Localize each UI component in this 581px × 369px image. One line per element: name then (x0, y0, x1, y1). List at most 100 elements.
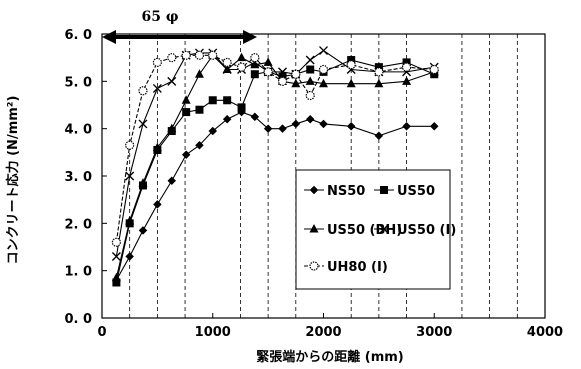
data-point (195, 140, 204, 150)
data-point (374, 63, 383, 72)
data-point (181, 95, 191, 104)
data-point (125, 140, 135, 150)
y-tick-label: 1. 0 (64, 265, 92, 280)
x-axis-title: 緊張端からの距離 (mm) (256, 349, 404, 365)
x-tick-label: 1000 (195, 325, 231, 340)
data-point (250, 112, 260, 122)
x-tick-labels: 0 1000 2000 3000 4000 (97, 325, 563, 340)
data-point (125, 215, 135, 225)
data-point (236, 62, 247, 72)
data-point (222, 114, 232, 124)
y-tick-labels: 0. 0 1. 0 2. 0 3. 0 4. 0 5. 0 6. 0 (64, 28, 92, 327)
x-tick-label: 4000 (527, 325, 563, 340)
data-point (429, 121, 439, 131)
data-point (138, 86, 148, 96)
data-point (319, 46, 328, 56)
data-point (138, 178, 148, 187)
data-point (346, 78, 356, 88)
data-point (291, 69, 301, 79)
span-annotation-label: 65 φ (141, 9, 178, 25)
data-point (152, 142, 162, 152)
legend-label: NS50 (327, 184, 365, 199)
data-point (195, 105, 204, 114)
data-point (402, 76, 412, 85)
legend-entry: US50 (I) (374, 223, 456, 238)
data-point (125, 171, 135, 181)
data-point (291, 119, 301, 129)
data-point (222, 57, 232, 68)
data-point (208, 50, 218, 60)
data-point (306, 65, 315, 74)
data-point (305, 55, 315, 65)
data-point (223, 96, 232, 105)
data-point (278, 124, 287, 134)
data-point (138, 226, 148, 235)
data-point (291, 78, 301, 88)
data-point (112, 278, 121, 287)
data-point (250, 53, 260, 63)
data-point (208, 126, 218, 136)
data-point (305, 76, 315, 85)
data-point (309, 224, 319, 233)
data-point (111, 237, 121, 247)
legend-entry: NS50 (304, 184, 365, 199)
data-point (318, 64, 329, 75)
span-arrow-head-right (243, 30, 258, 44)
data-point (167, 123, 177, 133)
data-point (305, 90, 315, 101)
y-tick-label: 3. 0 (64, 170, 92, 185)
data-point (125, 252, 135, 261)
legend-label: US50 (BH) (327, 223, 402, 238)
legend-label: US50 (I) (397, 223, 456, 238)
data-point (181, 150, 191, 160)
data-point (237, 103, 246, 112)
data-point (138, 119, 148, 129)
span-annotation: 65 φ (102, 9, 258, 44)
data-point (309, 185, 319, 195)
data-point (402, 121, 411, 131)
data-point (181, 50, 191, 60)
legend: NS50 US50 US50 (BH)US50 (I) UH80 (I) (295, 169, 456, 290)
data-point (278, 67, 288, 77)
y-tick-label: 6. 0 (64, 28, 92, 43)
data-point (250, 59, 260, 69)
data-point (263, 67, 273, 77)
data-point (152, 83, 162, 93)
data-point (305, 114, 315, 124)
y-tick-label: 5. 0 (64, 75, 92, 90)
series-line (115, 49, 435, 257)
data-point (167, 53, 177, 63)
legend-label: UH80 (I) (327, 260, 388, 275)
legend-entry: US50 (BH) (304, 223, 402, 238)
data-series (111, 46, 439, 287)
data-point (263, 124, 273, 134)
data-point (277, 76, 288, 86)
series-uh80-i (111, 50, 439, 247)
data-point (347, 56, 356, 65)
x-tick-label: 0 (97, 325, 106, 340)
data-point (250, 70, 259, 79)
y-tick-label: 2. 0 (64, 217, 92, 232)
data-point (401, 62, 412, 72)
data-point (319, 119, 328, 129)
x-tick-label: 2000 (305, 325, 341, 340)
data-point (346, 60, 356, 70)
data-point (374, 131, 384, 141)
series-ns50 (112, 107, 439, 285)
data-point (263, 57, 273, 66)
data-point (111, 251, 121, 261)
data-point (237, 52, 247, 62)
y-tick-label: 0. 0 (64, 312, 92, 327)
data-point (194, 50, 205, 60)
data-point (402, 58, 411, 67)
series-line (115, 111, 435, 281)
data-point (208, 96, 217, 105)
legend-entry: US50 (374, 184, 435, 199)
data-point (182, 108, 191, 117)
data-point (429, 64, 439, 75)
data-point (380, 186, 388, 194)
legend-label: US50 (397, 184, 435, 199)
axes (101, 33, 546, 319)
data-point (309, 261, 319, 271)
